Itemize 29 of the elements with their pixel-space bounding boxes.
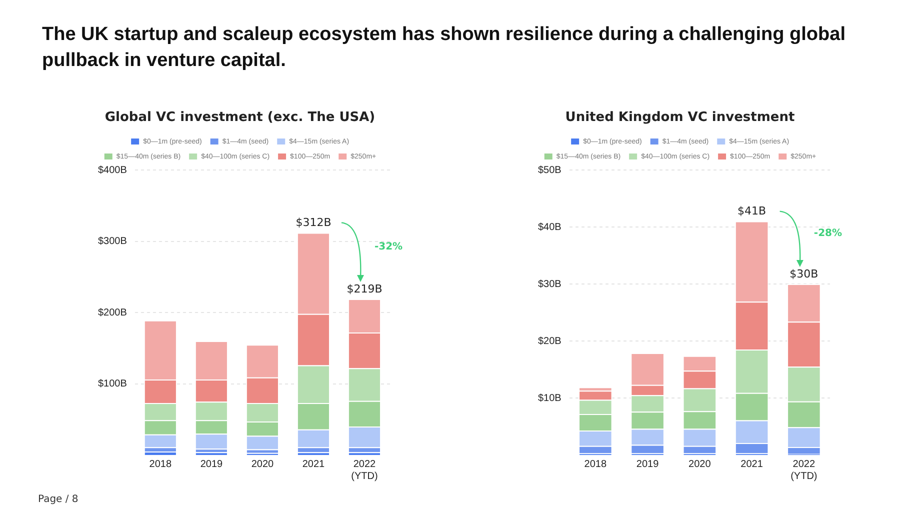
text: The UK startup and scaleup ecosystem has shown resilience during a challenging global pullback in venture capital. xyxy=(42,23,846,73)
x-tick-label: 2021 xyxy=(740,458,764,470)
y-tick-label: $50B xyxy=(538,164,562,176)
x-tick-label: 2022 (YTD) xyxy=(351,458,378,482)
x-tick-label: 2019 xyxy=(636,458,660,470)
annotation: -32% xyxy=(374,241,403,252)
y-tick-label: $200B xyxy=(98,307,128,318)
annotation: -28% xyxy=(814,228,842,240)
x-tick-label: 2020 xyxy=(688,458,712,470)
chart-title: United Kingdom VC investment xyxy=(564,110,796,127)
chart-title: Global VC investment (exc. The USA) xyxy=(104,110,376,127)
y-tick-label: $20B xyxy=(538,336,562,347)
y-tick-label: $30B xyxy=(538,278,562,290)
y-tick-label: $100B xyxy=(98,378,128,390)
y-tick-label: $10B xyxy=(538,392,562,404)
x-tick-label: 2018 xyxy=(584,458,607,470)
y-tick-label: $400B xyxy=(98,164,128,176)
total-label: $219B xyxy=(346,282,382,296)
x-tick-label: 2018 xyxy=(149,458,172,470)
x-tick-label: 2020 xyxy=(251,458,274,470)
x-tick-label: 2019 xyxy=(200,458,223,470)
total-label: $312B xyxy=(296,216,332,230)
y-tick-label: $300B xyxy=(98,236,128,247)
y-tick-label: $40B xyxy=(538,222,562,233)
x-tick-label: 2022 (YTD) xyxy=(790,458,818,482)
total-label: $41B xyxy=(738,204,766,218)
total-label: $30B xyxy=(790,267,818,280)
text: Page / 8 xyxy=(38,494,78,505)
x-tick-label: 2021 xyxy=(302,458,326,470)
